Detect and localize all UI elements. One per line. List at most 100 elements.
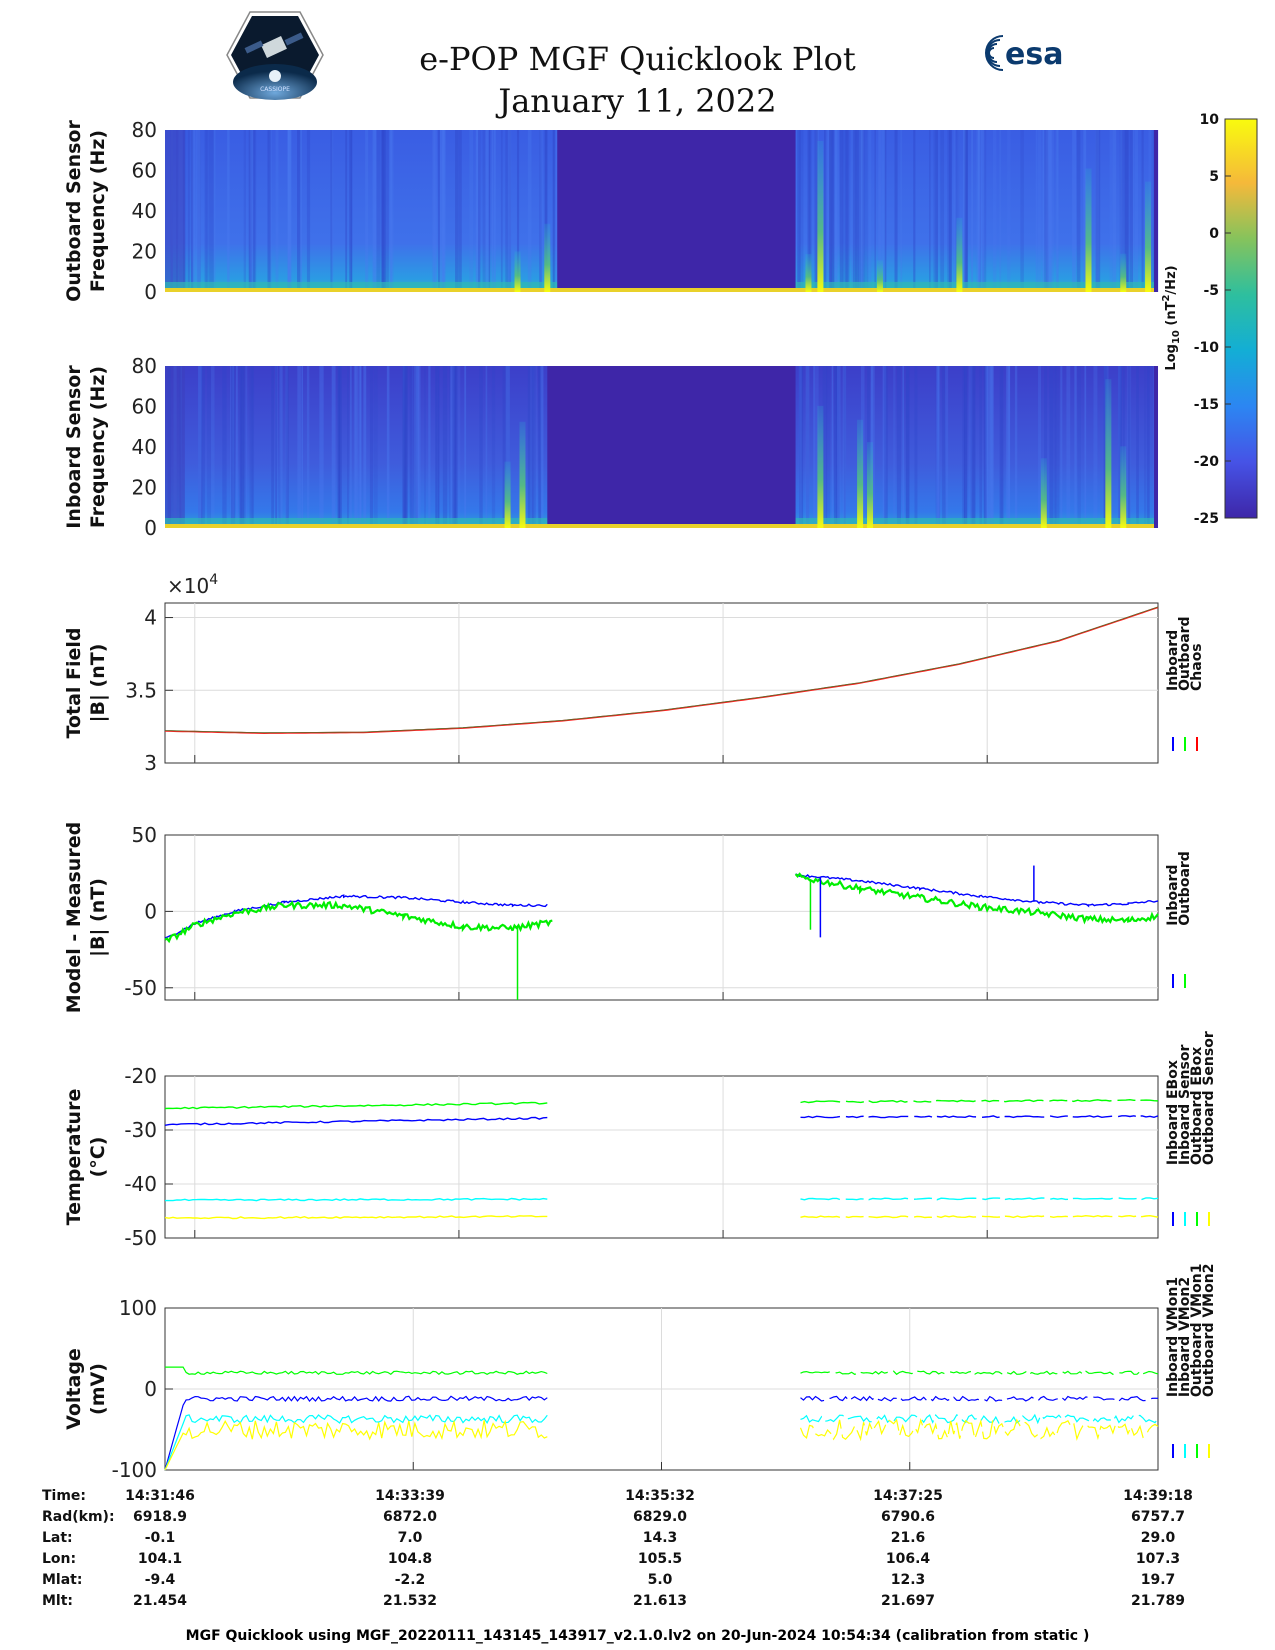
spectrogram-texture-column [531,366,536,528]
y-tick-label: 3 [144,751,157,775]
spectrogram-texture-column [1014,366,1018,528]
legend-label: Inboard [1165,630,1181,691]
spectrogram-texture-column [285,366,288,528]
spectrogram-texture-column [963,130,967,292]
spectrogram-texture-column [297,130,301,292]
spectrogram-texture-column [349,130,353,292]
y-tick-label: 40 [132,199,157,223]
svg-text:esa: esa [1005,37,1063,72]
spectrogram-texture-column [232,366,235,528]
svg-text:CASSIOPE: CASSIOPE [260,86,290,93]
spectrogram-texture-column [1124,130,1129,292]
data-gap-region [547,366,796,524]
spectrogram-texture-column [855,130,859,292]
spectrogram-texture-column [450,366,455,528]
spectrogram-texture-column [249,130,255,292]
spectrogram-texture-column [269,130,273,292]
spectrogram-texture-column [964,130,968,292]
spectrogram-texture-column [540,366,544,528]
spectrogram-texture-column [1072,130,1077,292]
spectrogram-texture-column [479,366,483,528]
info-cell: 14:31:46 [125,1488,195,1504]
spectrogram-spike [876,260,883,292]
spectrogram-texture-column [442,366,448,528]
info-cell: 14:33:39 [375,1488,445,1504]
spectrogram-texture-column [191,130,196,292]
spectrogram-texture-column [424,366,426,528]
spectrogram-dc-band [165,524,1158,528]
spectrogram-texture-column [222,366,227,528]
colorbar-tick-label: -10 [1194,340,1220,356]
spectrogram-texture-column [373,366,378,528]
spectrogram-texture-column [287,130,290,292]
info-cell: 105.5 [638,1551,682,1567]
spectrogram-texture-column [357,366,362,528]
spectrogram-spike [1105,379,1112,528]
spectrogram-texture-column [267,130,271,292]
spectrogram-end-band [1154,130,1158,292]
spectrogram-texture-column [493,130,496,292]
spectrogram-texture-column [363,366,367,528]
legend-label: Outboard EBox [1189,1047,1205,1165]
spectrogram-texture-column [913,130,916,292]
spectrogram-texture-column [413,366,418,528]
y-axis-label: Inboard Sensor Frequency (Hz) [63,365,109,529]
series-line-inboard-vmon2 [800,1413,1159,1425]
spectrogram-texture-column [964,130,967,292]
series-line-outboard-ebox [164,1101,548,1110]
y-tick-label: 0 [144,280,157,304]
spectrogram-texture-column [1147,366,1150,528]
spectrogram-texture-column [205,130,210,292]
spectrogram-texture-column [338,366,341,528]
spectrogram-spike [956,217,963,292]
spectrogram-texture-column [964,130,968,292]
spectrogram-texture-column [253,130,257,292]
spectrogram-texture-column [1119,130,1123,292]
spectrogram-texture-column [449,366,452,528]
spectrogram-texture-column [432,130,435,292]
series-line-inboard-vmon2 [164,1414,548,1471]
spectrogram-texture-column [1127,366,1131,528]
plot-date: January 11, 2022 [498,82,777,120]
info-cell: -0.1 [145,1530,176,1546]
spectrogram-texture-column [331,366,336,528]
colorbar-tick-label: 0 [1209,226,1219,242]
spectrogram-texture-column [482,130,486,292]
info-cell: 7.0 [398,1530,423,1546]
spectrogram-texture-column [251,366,254,528]
spectrogram-spike [504,461,511,528]
spectrogram-texture-column [353,366,357,528]
series-line-outboard-sensor [800,1214,1159,1219]
spectrogram-texture-column [204,130,208,292]
y-tick-label: 0 [144,899,157,923]
spectrogram-texture-column [842,366,847,528]
spectrogram-texture-column [986,366,991,528]
spectrogram-texture-column [1048,130,1052,292]
spectrogram-texture-column [442,130,446,292]
spectrogram-texture-column [800,366,802,528]
plot-title: e-POP MGF Quicklook Plot [419,40,856,78]
spectrogram-texture-column [1044,366,1048,528]
spectrogram-texture-column [198,366,203,528]
spectrogram-texture-column [505,366,510,528]
spectrogram-texture-column [414,366,419,528]
spectrogram-texture-column [505,366,510,528]
spectrogram-texture-column [1049,130,1054,292]
footer-caption: MGF Quicklook using MGF_20220111_143145_… [185,1628,1090,1644]
spectrogram-texture-column [984,366,989,528]
spectrogram-texture-column [814,130,817,292]
legend-label: Outboard VMon2 [1201,1264,1217,1398]
spectrogram-texture-column [213,130,216,292]
y-tick-label: 3.5 [125,678,157,702]
series-line-outboard-vmon1 [165,1366,548,1376]
y-tick-label: 0 [144,516,157,540]
spectrogram-texture-column [1042,130,1045,292]
spectrogram-texture-column [1055,130,1059,292]
spectrogram-texture-column [243,130,247,292]
spectrogram-texture-column [369,366,374,528]
y-tick-label: -40 [124,1172,157,1196]
spectrogram-texture-column [452,366,457,528]
spectrogram-texture-column [319,366,324,528]
spectrogram-texture-column [1055,366,1060,528]
